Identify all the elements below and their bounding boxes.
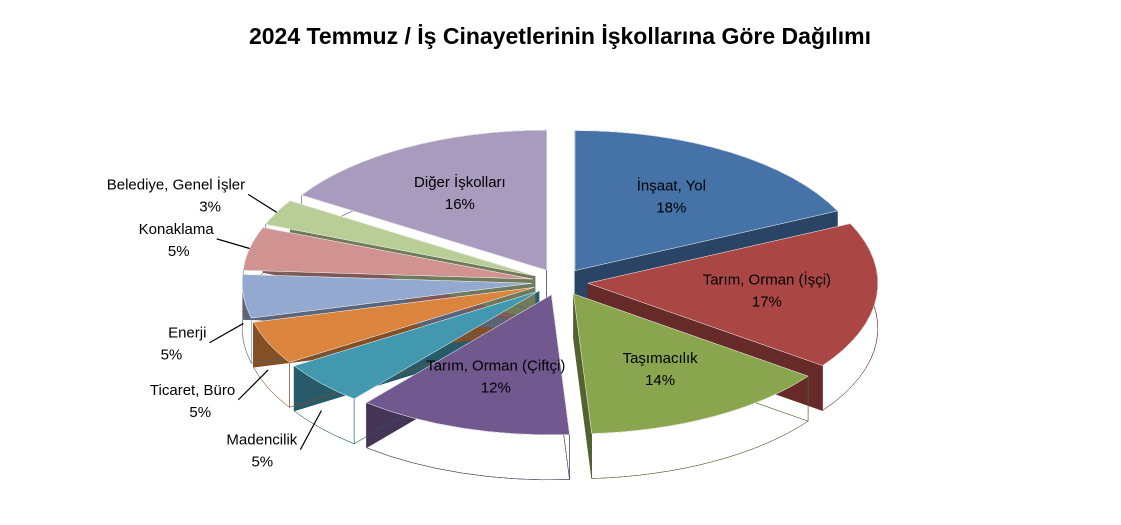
slice bbox=[293, 290, 540, 400]
slice-label: Konaklama bbox=[139, 221, 215, 238]
leader-line bbox=[209, 322, 244, 344]
value-label: 5% bbox=[189, 404, 211, 421]
slice bbox=[253, 287, 535, 363]
slice-label: Madencilik bbox=[226, 432, 297, 449]
slice bbox=[264, 200, 536, 277]
value-label: 12% bbox=[481, 379, 511, 396]
slice bbox=[242, 227, 533, 280]
value-label: 5% bbox=[168, 243, 190, 260]
slice bbox=[241, 274, 533, 319]
leader-line bbox=[237, 369, 269, 401]
slice bbox=[301, 129, 547, 271]
pie-tops bbox=[241, 129, 879, 436]
slice bbox=[365, 294, 570, 436]
slice bbox=[586, 223, 879, 366]
leader-line bbox=[247, 193, 277, 213]
value-label: 3% bbox=[199, 198, 221, 215]
pie-labels: İnşaat, Yol 18% Tarım, Orman (İşçi) 17% Taşı… bbox=[107, 173, 831, 471]
value-label: 17% bbox=[752, 293, 782, 310]
value-label: 14% bbox=[645, 372, 675, 389]
leader-line bbox=[299, 410, 322, 450]
slice-label: Ticaret, Büro bbox=[150, 382, 235, 399]
slice-label: Taşımacılık bbox=[623, 350, 699, 367]
slice-label: İnşaat, Yol bbox=[637, 176, 706, 194]
slice bbox=[574, 130, 838, 271]
slice-label: Tarım, Orman (Çiftçi) bbox=[426, 357, 565, 374]
slice-label: Belediye, Genel İşler bbox=[107, 175, 245, 193]
value-label: 5% bbox=[251, 454, 273, 471]
slice bbox=[573, 293, 809, 434]
slice-label: Tarım, Orman (İşçi) bbox=[703, 270, 831, 288]
leader-line bbox=[216, 238, 250, 250]
slice-label: Enerji bbox=[168, 325, 206, 342]
value-label: 5% bbox=[161, 347, 183, 364]
chart-title: 2024 Temmuz / İş Cinayetlerinin İşkollar… bbox=[249, 23, 871, 49]
value-label: 16% bbox=[445, 196, 475, 213]
slice-label: Diğer İşkolları bbox=[414, 173, 506, 191]
value-label: 18% bbox=[656, 199, 686, 216]
